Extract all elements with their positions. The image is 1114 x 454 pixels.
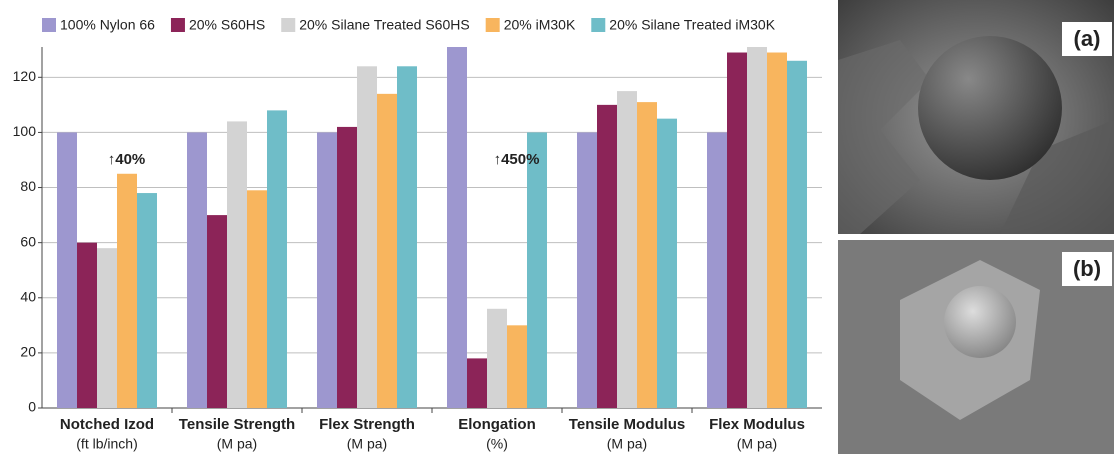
image-label: (a) [1074, 26, 1101, 51]
bar [487, 308, 507, 408]
bar [97, 248, 117, 408]
bar [637, 102, 657, 408]
bar [467, 358, 487, 408]
legend-swatch [42, 18, 56, 32]
bar [247, 190, 267, 408]
x-tick-unit: (M pa) [737, 436, 777, 452]
legend-label: 20% Silane Treated S60HS [299, 17, 469, 33]
legend-label: 20% iM30K [504, 17, 576, 33]
bar [377, 93, 397, 409]
x-tick-unit: (ft lb/inch) [76, 436, 137, 452]
y-tick-label: 60 [20, 233, 36, 249]
legend-label: 20% S60HS [189, 17, 265, 33]
bar [767, 52, 787, 409]
image-label: (b) [1073, 256, 1101, 281]
legend-label: 100% Nylon 66 [60, 17, 155, 33]
bar [657, 118, 677, 408]
bar [227, 121, 247, 409]
y-tick-label: 0 [28, 399, 36, 415]
bar [57, 132, 77, 408]
bar [77, 242, 97, 408]
x-tick-label: Flex Modulus [709, 416, 805, 433]
annotation: ↑450% [494, 151, 540, 168]
y-tick-label: 120 [13, 68, 37, 84]
bar [707, 132, 727, 408]
bar [117, 173, 137, 408]
bar [187, 132, 207, 408]
bar [337, 126, 357, 409]
bar [507, 325, 527, 408]
x-tick-unit: (M pa) [347, 436, 387, 452]
legend-swatch [485, 18, 500, 32]
x-tick-label: Flex Strength [319, 416, 415, 433]
bar [577, 132, 597, 408]
x-tick-label: Tensile Modulus [569, 416, 685, 433]
sem-image-a: (a) [838, 0, 1114, 234]
legend-swatch [281, 18, 296, 32]
x-tick-unit: (%) [486, 436, 508, 452]
legend-swatch [170, 18, 185, 32]
bar [597, 104, 617, 408]
bar [727, 52, 747, 409]
y-tick-label: 100 [13, 123, 37, 139]
x-tick-label: Elongation [458, 416, 536, 433]
bar [137, 193, 157, 408]
x-tick-label: Notched Izod [60, 416, 154, 433]
bar [267, 110, 287, 408]
bar [357, 66, 377, 409]
sem-image-b: (b) [838, 240, 1114, 454]
x-tick-unit: (M pa) [217, 436, 257, 452]
bar [447, 47, 467, 408]
bar [747, 47, 767, 408]
bar [787, 60, 807, 408]
legend-label: 20% Silane Treated iM30K [609, 17, 775, 33]
x-tick-label: Tensile Strength [179, 416, 295, 433]
legend-swatch [591, 18, 606, 32]
bar [527, 132, 547, 408]
x-tick-unit: (M pa) [607, 436, 647, 452]
y-tick-label: 20 [20, 344, 36, 360]
annotation: ↑40% [108, 151, 146, 168]
bar [317, 132, 337, 408]
y-tick-label: 80 [20, 178, 36, 194]
bar [617, 91, 637, 408]
y-tick-label: 40 [20, 288, 36, 304]
bar [397, 66, 417, 409]
bar [207, 215, 227, 408]
